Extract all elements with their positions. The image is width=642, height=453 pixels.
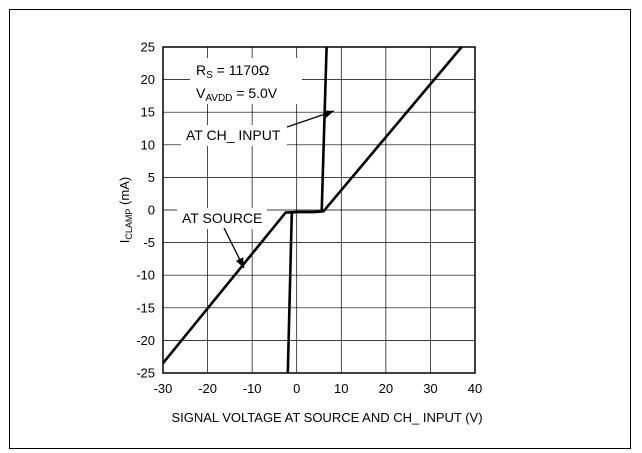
y-tick-label: 0 xyxy=(148,203,155,218)
y-tick-label: 10 xyxy=(141,137,155,152)
x-axis-label: SIGNAL VOLTAGE AT SOURCE AND CH_ INPUT (… xyxy=(171,410,482,425)
annotation-at-source: AT SOURCE xyxy=(182,210,262,226)
plot-area xyxy=(162,46,476,374)
x-tick-labels: -30 -20 -10 0 10 20 30 40 xyxy=(154,381,483,396)
annotation-at-ch-input: AT CH_ INPUT xyxy=(186,127,281,143)
annotation-mask-ch-input xyxy=(181,125,287,146)
y-tick-label: -5 xyxy=(143,235,155,250)
y-tick-label: 5 xyxy=(148,170,155,185)
arrow-source xyxy=(223,227,245,269)
x-tick-label: 40 xyxy=(468,381,482,396)
y-axis-label-unit: (mA) xyxy=(117,177,132,209)
annotation-vavdd-sub: AVDD xyxy=(205,93,232,104)
x-tick-label: 0 xyxy=(293,381,300,396)
series-group xyxy=(161,46,463,374)
figure-frame xyxy=(9,9,631,449)
y-tick-label: 20 xyxy=(141,72,155,87)
annotation-mask-rs xyxy=(190,58,302,104)
y-tick-label: -20 xyxy=(136,333,155,348)
arrow-ch-input xyxy=(286,110,335,128)
annotation-vavdd-main: V xyxy=(196,85,206,101)
series-line-at-ch-input xyxy=(286,46,328,374)
y-axis-label-main: I xyxy=(117,240,132,244)
annotation-vavdd: VAVDD = 5.0V xyxy=(196,85,278,104)
y-tick-label: -25 xyxy=(136,366,155,381)
y-tick-labels: 25 20 15 10 5 0 -5 -10 -15 -20 -25 xyxy=(136,40,155,381)
x-tick-label: -10 xyxy=(243,381,262,396)
y-tick-label: -10 xyxy=(136,268,155,283)
x-tick-label: 20 xyxy=(379,381,393,396)
annotation-rs-main: R xyxy=(196,62,206,78)
y-tick-label: 25 xyxy=(141,40,155,55)
y-axis-label: ICLAMP (mA) xyxy=(117,177,134,243)
x-tick-label: -20 xyxy=(198,381,217,396)
y-tick-label: 15 xyxy=(141,105,155,120)
x-tick-label: 30 xyxy=(423,381,437,396)
arrow-ch-input-head xyxy=(323,110,334,119)
annotation-rs-rest: = 1170Ω xyxy=(213,62,270,78)
annotation-rs-sub: S xyxy=(206,70,213,81)
annotation-vavdd-rest: = 5.0V xyxy=(232,85,277,101)
annotation-mask-source xyxy=(177,208,267,229)
y-tick-label: -15 xyxy=(136,300,155,315)
arrow-source-head xyxy=(235,257,244,268)
y-axis-label-sub: CLAMP xyxy=(124,209,134,240)
x-tick-label: 10 xyxy=(334,381,348,396)
annotation-rs: RS = 1170Ω xyxy=(196,62,269,81)
x-tick-label: -30 xyxy=(154,381,173,396)
